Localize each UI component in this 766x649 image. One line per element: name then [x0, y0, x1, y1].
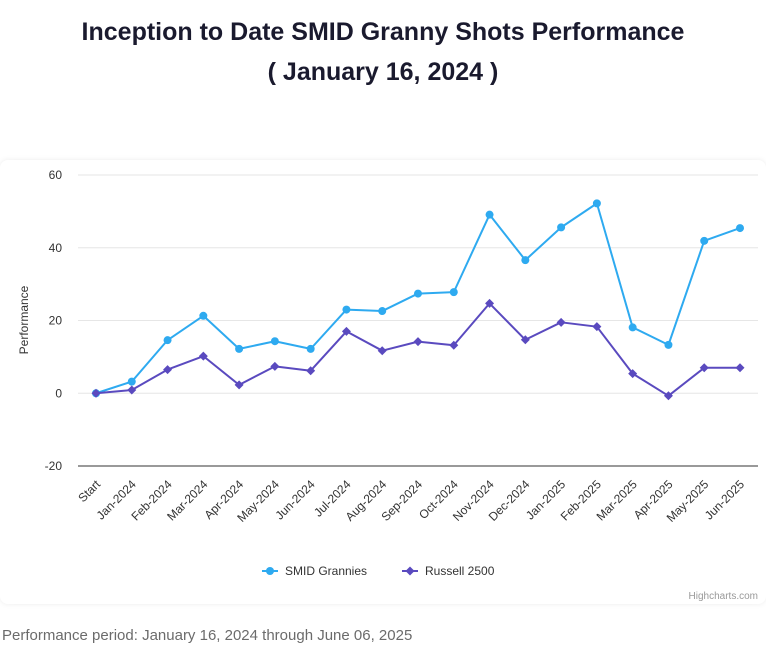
y-axis-tick-labels: -20 0 20 40 60	[45, 168, 63, 473]
y-gridlines	[78, 174, 758, 394]
legend-symbol-marker	[405, 566, 415, 576]
data-point-marker	[520, 335, 530, 345]
data-point-marker	[342, 305, 351, 314]
data-point-marker	[163, 365, 173, 375]
x-tick-label: Start	[75, 477, 103, 505]
legend-item[interactable]: Russell 2500	[402, 564, 495, 578]
data-point-marker	[127, 385, 137, 395]
legend[interactable]: SMID Grannies Russell 2500	[262, 564, 495, 578]
data-point-marker	[270, 337, 279, 346]
data-point-marker	[521, 256, 530, 265]
y-tick-label: 20	[49, 314, 63, 328]
data-point-marker	[592, 199, 601, 208]
series-line	[95, 202, 741, 395]
y-tick-label: 40	[49, 241, 63, 255]
line-chart: -20 0 20 40 60 Performance StartJan-2024Feb-…	[17, 168, 758, 602]
data-point-marker	[556, 317, 566, 327]
data-point-marker	[198, 351, 208, 361]
data-point-marker	[127, 377, 136, 386]
data-point-marker	[413, 337, 423, 347]
series-line	[95, 302, 740, 397]
y-tick-label: 60	[49, 168, 63, 182]
chart-container: -20 0 20 40 60 Performance Start Jan-2024 Feb-…	[0, 160, 766, 604]
data-point-marker	[234, 380, 244, 390]
data-point-marker	[377, 346, 387, 356]
x-tick-label: Jun-2025	[702, 477, 748, 523]
legend-symbol-marker	[266, 567, 274, 575]
performance-period-note: Performance period: January 16, 2024 thr…	[2, 627, 413, 644]
series-group	[91, 199, 745, 401]
data-point-marker	[91, 388, 101, 398]
legend-label: Russell 2500	[425, 564, 495, 578]
data-point-marker	[449, 288, 458, 297]
legend-item[interactable]: SMID Grannies	[262, 564, 367, 578]
chart-title: Inception to Date SMID Granny Shots Perf…	[81, 18, 685, 46]
data-point-marker	[663, 391, 673, 401]
chart-subtitle: ( January 16, 2024 )	[267, 58, 499, 86]
data-point-marker	[378, 307, 387, 316]
data-point-marker	[628, 369, 638, 379]
y-axis-title: Performance	[17, 285, 31, 354]
data-point-marker	[735, 363, 745, 373]
data-point-marker	[736, 224, 744, 233]
data-point-marker	[700, 236, 709, 245]
data-point-marker	[306, 366, 316, 376]
y-tick-label: -20	[45, 459, 63, 473]
data-point-marker	[199, 311, 208, 320]
x-tick-label: Jun-2024	[273, 477, 319, 523]
data-point-marker	[306, 344, 315, 353]
data-point-marker	[628, 323, 637, 332]
data-point-marker	[235, 344, 244, 353]
data-point-marker	[699, 363, 709, 373]
data-point-marker	[414, 289, 422, 298]
legend-label: SMID Grannies	[285, 564, 367, 578]
data-point-marker	[557, 223, 566, 232]
highcharts-credits[interactable]: Highcharts.com	[689, 591, 758, 602]
data-point-marker	[449, 340, 459, 350]
data-point-marker	[163, 336, 172, 345]
data-point-marker	[592, 322, 602, 332]
y-tick-label: 0	[55, 386, 62, 400]
x-axis-tick-labels: StartJan-2024Feb-2024Mar-2024Apr-2024May…	[75, 477, 747, 525]
data-point-marker	[485, 298, 495, 308]
data-point-marker	[485, 210, 494, 219]
data-point-marker	[664, 340, 673, 349]
data-point-marker	[270, 361, 280, 371]
data-point-marker	[341, 326, 351, 336]
